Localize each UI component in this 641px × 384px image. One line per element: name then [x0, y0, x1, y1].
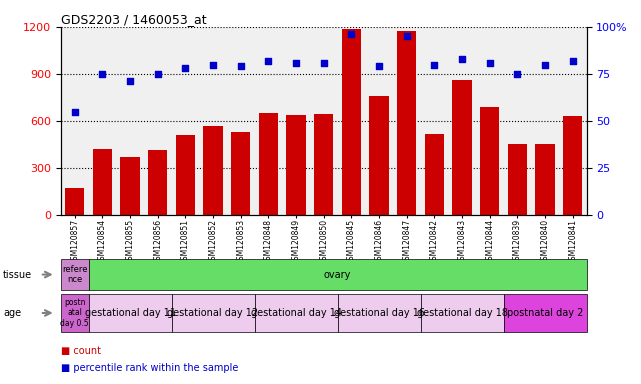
Text: refere
nce: refere nce: [62, 265, 87, 284]
Text: postnatal day 2: postnatal day 2: [507, 308, 583, 318]
Point: [429, 61, 440, 68]
Bar: [254, 294, 338, 332]
Bar: [176, 135, 195, 215]
Point: [485, 60, 495, 66]
Point: [208, 61, 218, 68]
Point: [512, 71, 522, 77]
Bar: [148, 150, 167, 215]
Bar: [259, 113, 278, 215]
Point: [401, 33, 412, 40]
Bar: [480, 107, 499, 215]
Text: GDS2203 / 1460053_at: GDS2203 / 1460053_at: [61, 13, 206, 26]
Point: [346, 31, 356, 38]
Bar: [287, 115, 306, 215]
Point: [319, 60, 329, 66]
Text: gestational day 14: gestational day 14: [251, 308, 342, 318]
Point: [567, 58, 578, 64]
Bar: [425, 134, 444, 215]
Point: [374, 63, 384, 70]
Bar: [338, 294, 420, 332]
Bar: [93, 149, 112, 215]
Text: postn
atal
day 0.5: postn atal day 0.5: [60, 298, 89, 328]
Point: [153, 71, 163, 77]
Bar: [453, 80, 472, 215]
Bar: [508, 144, 527, 215]
Bar: [61, 259, 88, 290]
Bar: [504, 294, 587, 332]
Text: ovary: ovary: [324, 270, 351, 280]
Point: [97, 71, 108, 77]
Bar: [172, 294, 254, 332]
Point: [70, 109, 80, 115]
Bar: [314, 114, 333, 215]
Bar: [121, 157, 140, 215]
Bar: [88, 294, 172, 332]
Text: age: age: [3, 308, 21, 318]
Bar: [203, 126, 222, 215]
Text: ■ percentile rank within the sample: ■ percentile rank within the sample: [61, 363, 238, 373]
Point: [457, 56, 467, 62]
Text: gestational day 11: gestational day 11: [85, 308, 176, 318]
Text: tissue: tissue: [3, 270, 32, 280]
Bar: [231, 132, 251, 215]
Text: gestational day 16: gestational day 16: [333, 308, 424, 318]
Bar: [65, 188, 85, 215]
Bar: [563, 116, 583, 215]
Point: [263, 58, 274, 64]
Point: [236, 63, 246, 70]
Point: [540, 61, 550, 68]
Point: [125, 78, 135, 84]
Text: ■ count: ■ count: [61, 346, 101, 356]
Bar: [535, 144, 554, 215]
Point: [291, 60, 301, 66]
Bar: [369, 96, 388, 215]
Text: gestational day 12: gestational day 12: [167, 308, 258, 318]
Bar: [397, 31, 417, 215]
Point: [180, 65, 190, 71]
Bar: [420, 294, 504, 332]
Bar: [61, 294, 88, 332]
Bar: [342, 29, 361, 215]
Text: gestational day 18: gestational day 18: [417, 308, 508, 318]
